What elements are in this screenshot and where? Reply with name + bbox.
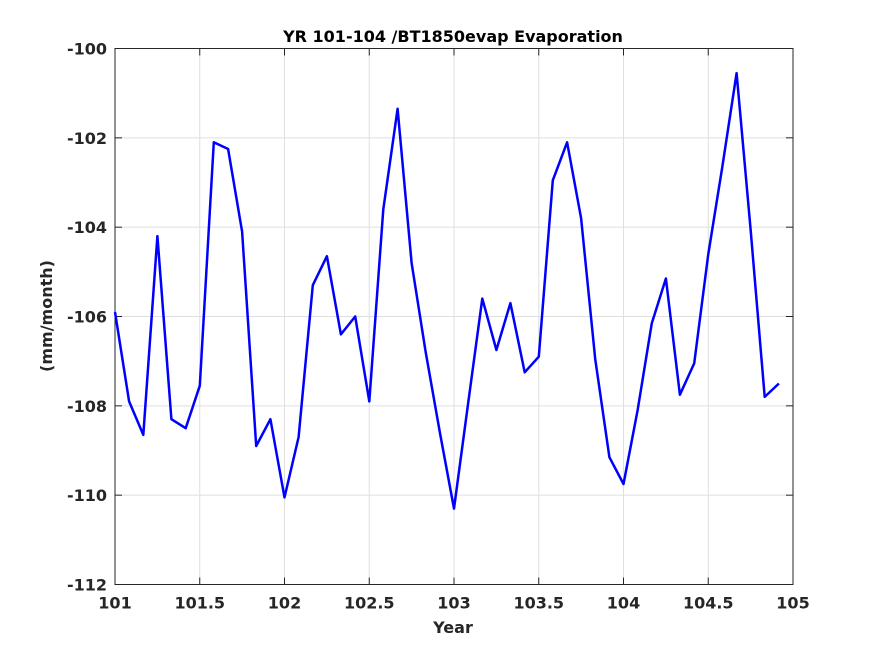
y-axis-title: (mm/month) [37, 260, 56, 372]
x-tick-label: 104 [607, 594, 640, 613]
x-tick-label: 105 [776, 594, 809, 613]
y-tick-label: -104 [67, 218, 107, 237]
tick-marks [114, 48, 794, 585]
x-tick-label: 103 [437, 594, 470, 613]
x-tick-labels: 101 101.5 102 102.5 103 103.5 104 104.5 105 [98, 594, 809, 613]
y-tick-label: -106 [67, 308, 107, 327]
y-tick-label: -100 [67, 40, 107, 59]
y-tick-labels: -112 -110 -108 -106 -104 -102 -100 [67, 40, 107, 595]
chart-title: YR 101-104 /BT1850evap Evaporation [282, 27, 623, 46]
y-tick-label: -108 [67, 397, 107, 416]
x-tick-label: 103.5 [513, 594, 564, 613]
x-tick-label: 101.5 [174, 594, 225, 613]
x-tick-label: 102 [268, 594, 301, 613]
x-tick-label: 101 [98, 594, 131, 613]
y-tick-label: -102 [67, 129, 107, 148]
x-axis-title: Year [432, 618, 473, 637]
y-tick-label: -112 [67, 576, 107, 595]
series-line [113, 71, 780, 510]
gridlines [114, 48, 794, 585]
y-tick-label: -110 [67, 486, 107, 505]
x-tick-label: 104.5 [683, 594, 734, 613]
series-lines [113, 71, 780, 510]
x-tick-label: 102.5 [344, 594, 395, 613]
